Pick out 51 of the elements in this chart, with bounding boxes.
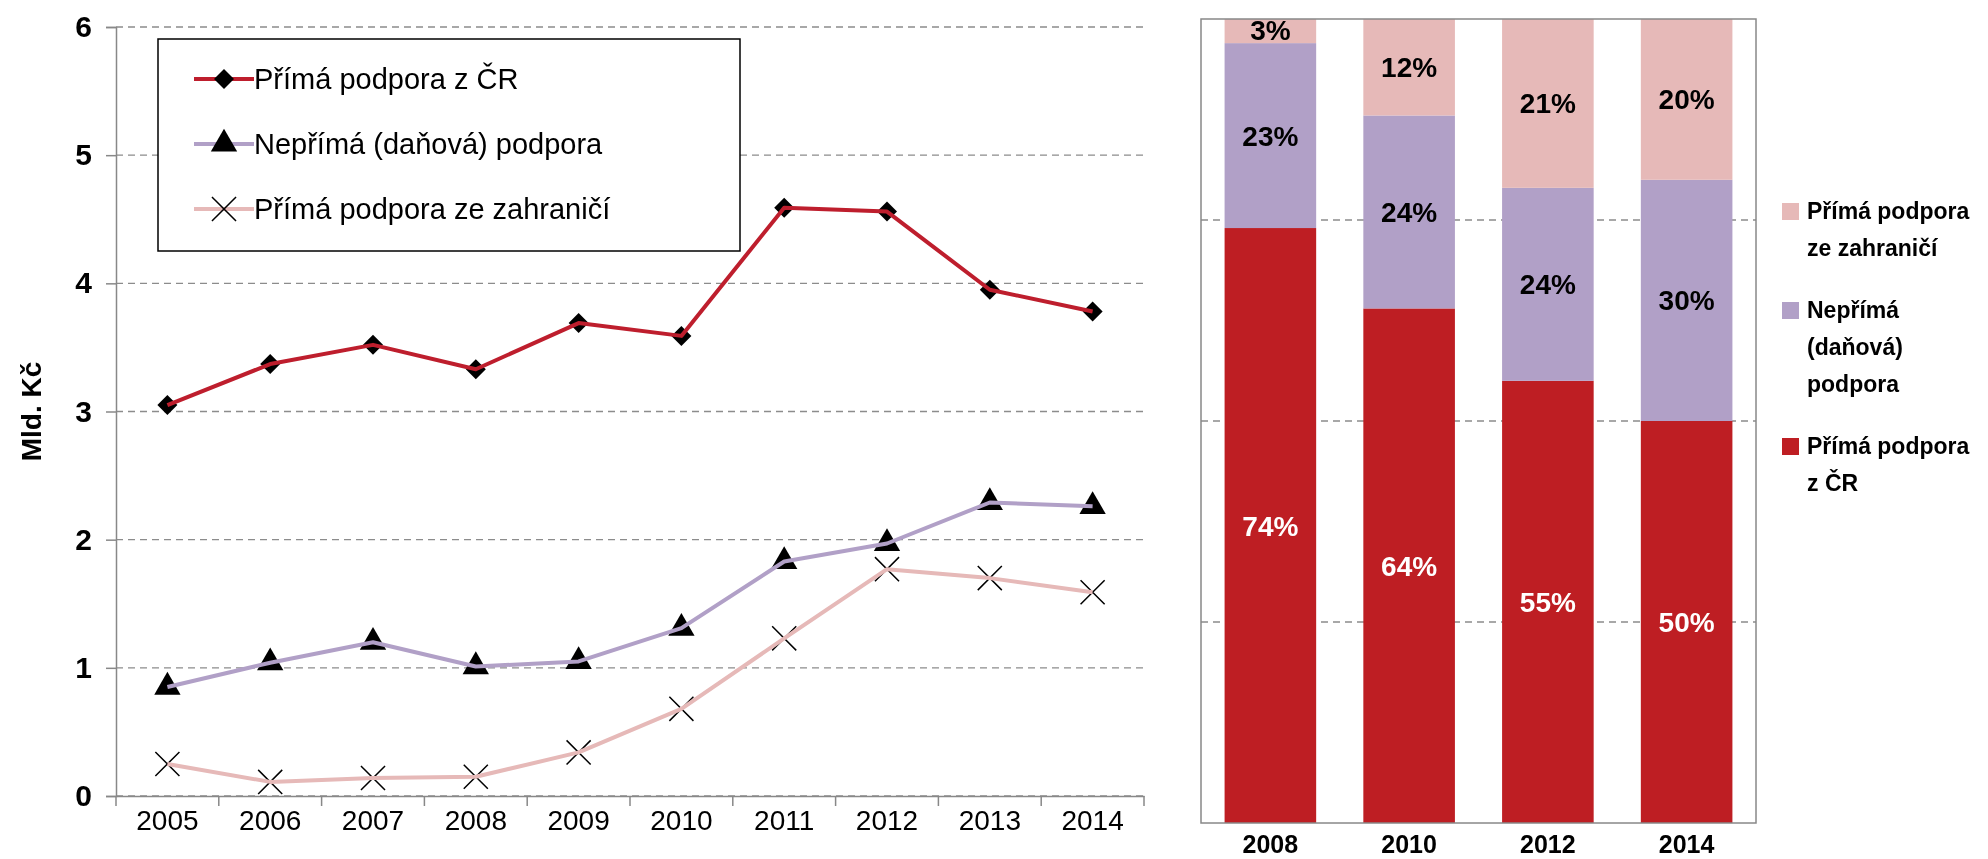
data-label: 74% [1242, 510, 1299, 542]
x-tick-label: 2008 [444, 804, 507, 836]
legend-label: Přímá podpora z ČR [254, 62, 519, 95]
data-label: 20% [1658, 84, 1715, 116]
data-label: 50% [1658, 607, 1715, 638]
bar [1640, 179, 1733, 421]
legend-label: Přímá podpora z ČR [1807, 433, 1970, 496]
legend-label: Přímá podpora ze zahraničí [1807, 198, 1970, 261]
y-tick-label: 5 [75, 138, 92, 172]
y-tick-label: 6 [75, 10, 92, 44]
data-label: 30% [1658, 285, 1715, 317]
x-tick-label: 2005 [136, 804, 199, 836]
y-tick-label: 4 [75, 266, 93, 300]
x-tick-label: 2007 [341, 804, 405, 836]
x-tick-label: 2012 [855, 804, 919, 836]
data-label: 12% [1381, 52, 1438, 84]
bar [1224, 228, 1317, 823]
data-label: 24% [1519, 269, 1576, 301]
x-tick-label: 2009 [547, 804, 610, 836]
data-label: 55% [1519, 586, 1576, 618]
x-tick-label: 2012 [1520, 829, 1576, 858]
y-tick-label: 1 [75, 650, 92, 684]
legend-label: Nepřímá (daňová) podpora [254, 128, 604, 160]
data-label: 64% [1381, 550, 1438, 582]
bar [1363, 308, 1455, 823]
y-tick-label: 0 [75, 779, 92, 813]
legend-label: Přímá podpora ze zahraničí [254, 193, 611, 225]
x-tick-label: 2013 [958, 804, 1021, 836]
x-tick-label: 2010 [650, 804, 713, 836]
bar [1502, 380, 1594, 823]
y-tick-label: 3 [75, 394, 92, 428]
data-label: 23% [1242, 120, 1299, 152]
x-tick-label: 2006 [239, 804, 302, 836]
bar [1224, 43, 1317, 229]
x-tick-label: 2011 [754, 804, 815, 836]
x-tick-label: 2014 [1061, 804, 1124, 836]
bar [1363, 115, 1455, 309]
x-tick-label: 2014 [1658, 829, 1715, 858]
bar [1502, 187, 1594, 381]
y-tick-label: 2 [75, 522, 92, 556]
x-tick-label: 2008 [1242, 829, 1299, 858]
bar [1502, 19, 1594, 188]
bar [1640, 421, 1733, 823]
bar [1640, 19, 1733, 180]
data-label: 3% [1250, 15, 1291, 47]
data-label: 24% [1381, 196, 1438, 228]
x-tick-label: 2010 [1381, 829, 1437, 858]
data-label: 21% [1519, 88, 1576, 120]
legend-label: Nepřímá (daňová) podpora [1807, 297, 1903, 397]
bar [1363, 19, 1455, 116]
y-axis-title: Mld. Kč [16, 361, 47, 462]
